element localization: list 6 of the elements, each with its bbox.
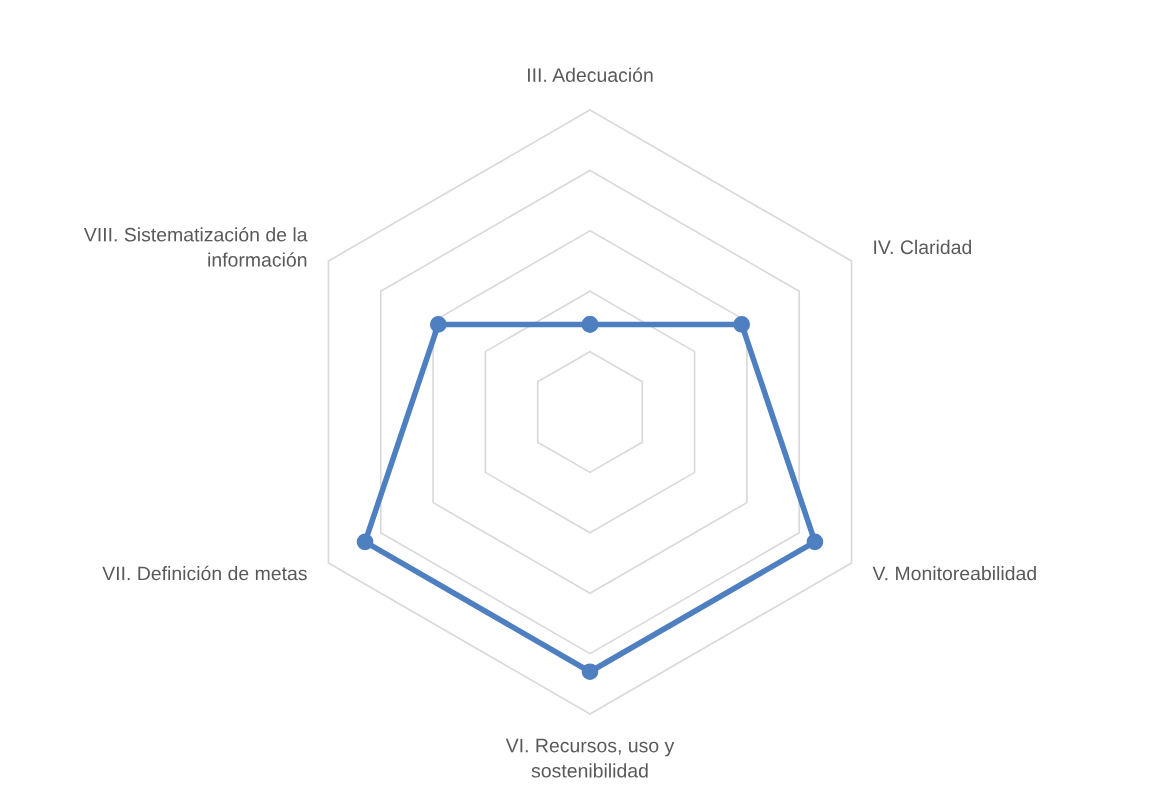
spoke-label: V. Monitoreabilidad bbox=[872, 566, 1036, 581]
spoke-label: VII. Definición de metas bbox=[102, 565, 307, 581]
spoke-label: III. Adecuación bbox=[528, 67, 653, 82]
spoke-label: VIII. Sistematización de la información bbox=[83, 227, 308, 267]
spoke-label: IV. Claridad bbox=[874, 239, 972, 255]
spoke-label: VI. Recursos, uso y sostenibilidad bbox=[505, 738, 675, 778]
